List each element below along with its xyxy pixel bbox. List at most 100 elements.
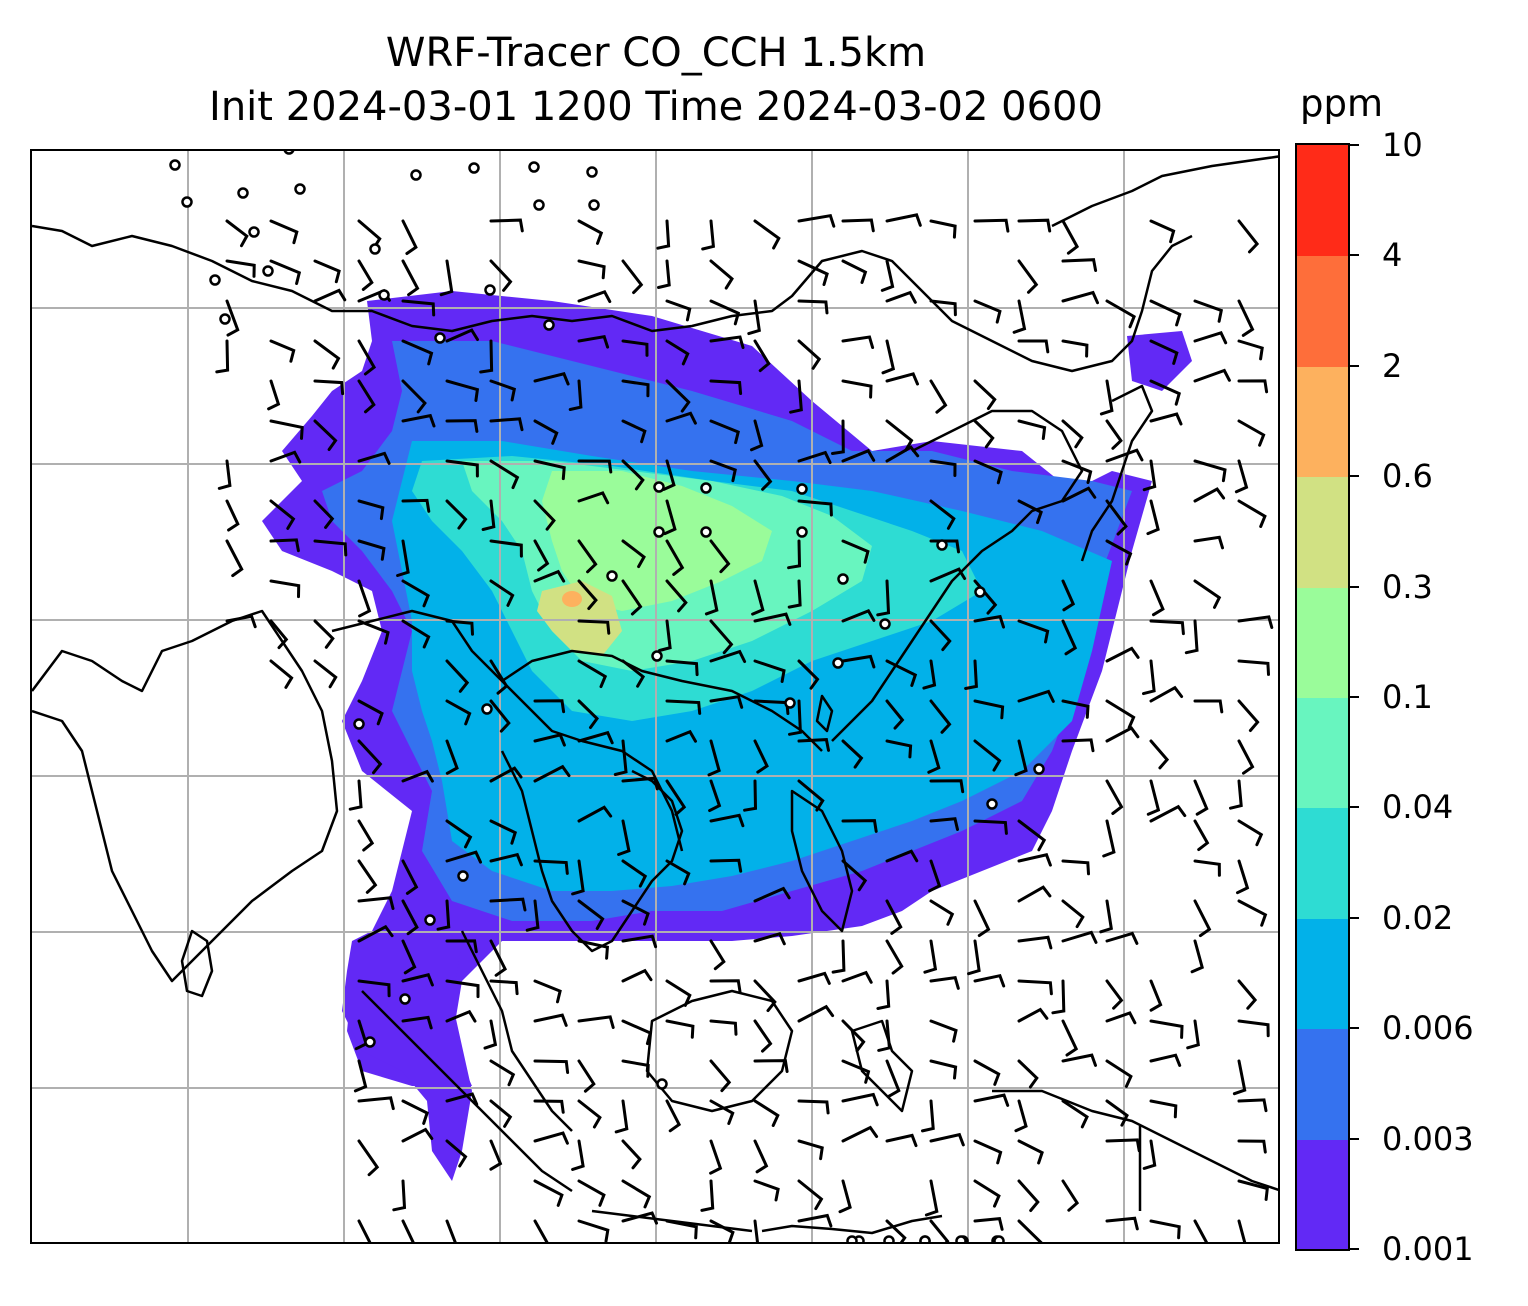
wind-barb	[1193, 699, 1224, 714]
wind-barb	[841, 335, 875, 349]
wind-barb	[787, 539, 802, 570]
wind-barb	[1186, 1019, 1200, 1050]
wind-barb	[1061, 738, 1095, 753]
wind-barb	[401, 259, 420, 297]
wind-barb	[797, 1139, 824, 1161]
wind-barb	[1232, 1059, 1247, 1096]
wind-barb	[665, 659, 699, 677]
wind-barb	[1061, 290, 1099, 305]
wind-barb	[709, 813, 745, 828]
wind-barb	[929, 899, 955, 926]
wind-barb	[481, 499, 496, 531]
wind-barb	[489, 979, 519, 996]
wind-barb	[709, 419, 740, 445]
wind-barb	[665, 779, 687, 816]
wind-barb	[533, 764, 571, 783]
wind-barb	[929, 619, 952, 652]
wind-barb	[1014, 739, 1028, 777]
calm-wind-circle	[651, 650, 663, 662]
wind-barb	[621, 776, 659, 791]
coastline-philippines	[790, 789, 854, 933]
calm-wind-circles	[169, 151, 1045, 1242]
wind-barb	[269, 538, 300, 553]
calm-wind-circle	[262, 265, 274, 277]
wind-barb	[357, 699, 384, 726]
wind-barb	[973, 218, 1010, 233]
wind-barb	[445, 419, 479, 433]
wind-barb	[1017, 853, 1052, 867]
calm-wind-circle	[796, 526, 808, 538]
wind-barb	[973, 1216, 1004, 1231]
wind-barb	[665, 729, 697, 743]
wind-barb	[1017, 259, 1039, 294]
wind-barb	[1149, 579, 1165, 617]
wind-barb	[401, 859, 419, 895]
wind-barb	[1017, 419, 1047, 440]
wind-barb	[922, 659, 937, 690]
wind-barb	[1149, 739, 1170, 770]
wind-barb	[621, 379, 650, 398]
wind-barb	[533, 1099, 565, 1114]
wind-barb	[621, 899, 650, 926]
wind-barb	[401, 769, 434, 783]
border-china-west	[331, 609, 684, 852]
wind-barb	[1061, 619, 1078, 656]
colorbar-segment	[1297, 476, 1348, 588]
wind-barb	[533, 979, 562, 1004]
border-north-asia	[32, 224, 1193, 373]
wind-barb	[1237, 339, 1264, 361]
wind-barb	[753, 612, 792, 626]
colorbar-tick-label: 4	[1382, 236, 1403, 275]
coastline-indochina	[500, 750, 684, 953]
calm-wind-circle	[837, 573, 849, 585]
wind-barb	[797, 1099, 830, 1115]
wind-barb	[787, 579, 802, 609]
wind-barb	[1193, 819, 1210, 852]
wind-barb	[753, 1179, 780, 1202]
wind-barb	[1012, 299, 1027, 334]
wind-barb	[1105, 448, 1144, 463]
wind-barb	[885, 849, 919, 863]
wind-barb	[1237, 1098, 1268, 1113]
wind-barb	[1017, 339, 1050, 354]
wind-barb	[269, 219, 299, 245]
wind-barb	[215, 339, 230, 374]
wind-barb	[577, 659, 608, 689]
wind-barb	[1102, 819, 1116, 858]
calm-wind-circle	[936, 539, 948, 551]
wind-barb	[709, 979, 742, 994]
wind-barb	[401, 1015, 433, 1030]
calm-wind-circle	[796, 483, 808, 495]
wind-barb	[269, 450, 302, 464]
wind-barb	[964, 659, 978, 690]
wind-barb	[1190, 939, 1204, 974]
wind-barb	[489, 852, 523, 867]
coastline-taiwan	[815, 694, 834, 733]
wind-barb	[445, 328, 479, 343]
wind-barb	[885, 1133, 918, 1148]
colorbar-segment	[1297, 917, 1348, 1030]
calm-wind-circle	[653, 481, 665, 493]
wind-barb	[357, 379, 376, 414]
wind-barb	[489, 259, 513, 292]
wind-barb	[533, 1219, 549, 1242]
colorbar-tick-label: 2	[1382, 346, 1403, 385]
wind-barb	[1149, 979, 1163, 1012]
calm-wind-circle	[457, 870, 469, 882]
wind-barb	[621, 934, 658, 949]
wind-barb	[973, 739, 1002, 772]
wind-barb	[1017, 1007, 1049, 1023]
wind-barb	[1105, 499, 1128, 536]
wind-barb	[445, 1139, 468, 1168]
wind-barb	[1017, 885, 1052, 903]
colorbar-tick	[1350, 254, 1359, 257]
wind-barb	[621, 539, 646, 569]
lat-lon-gridlines	[32, 151, 1278, 1242]
wind-barb	[709, 939, 726, 971]
calm-wind-circle	[399, 993, 411, 1005]
wind-barb	[1017, 689, 1055, 703]
wind-barb	[929, 379, 948, 414]
wind-barb	[709, 539, 731, 574]
colorbar-tick	[1350, 144, 1359, 146]
wind-barb	[1105, 1216, 1139, 1231]
